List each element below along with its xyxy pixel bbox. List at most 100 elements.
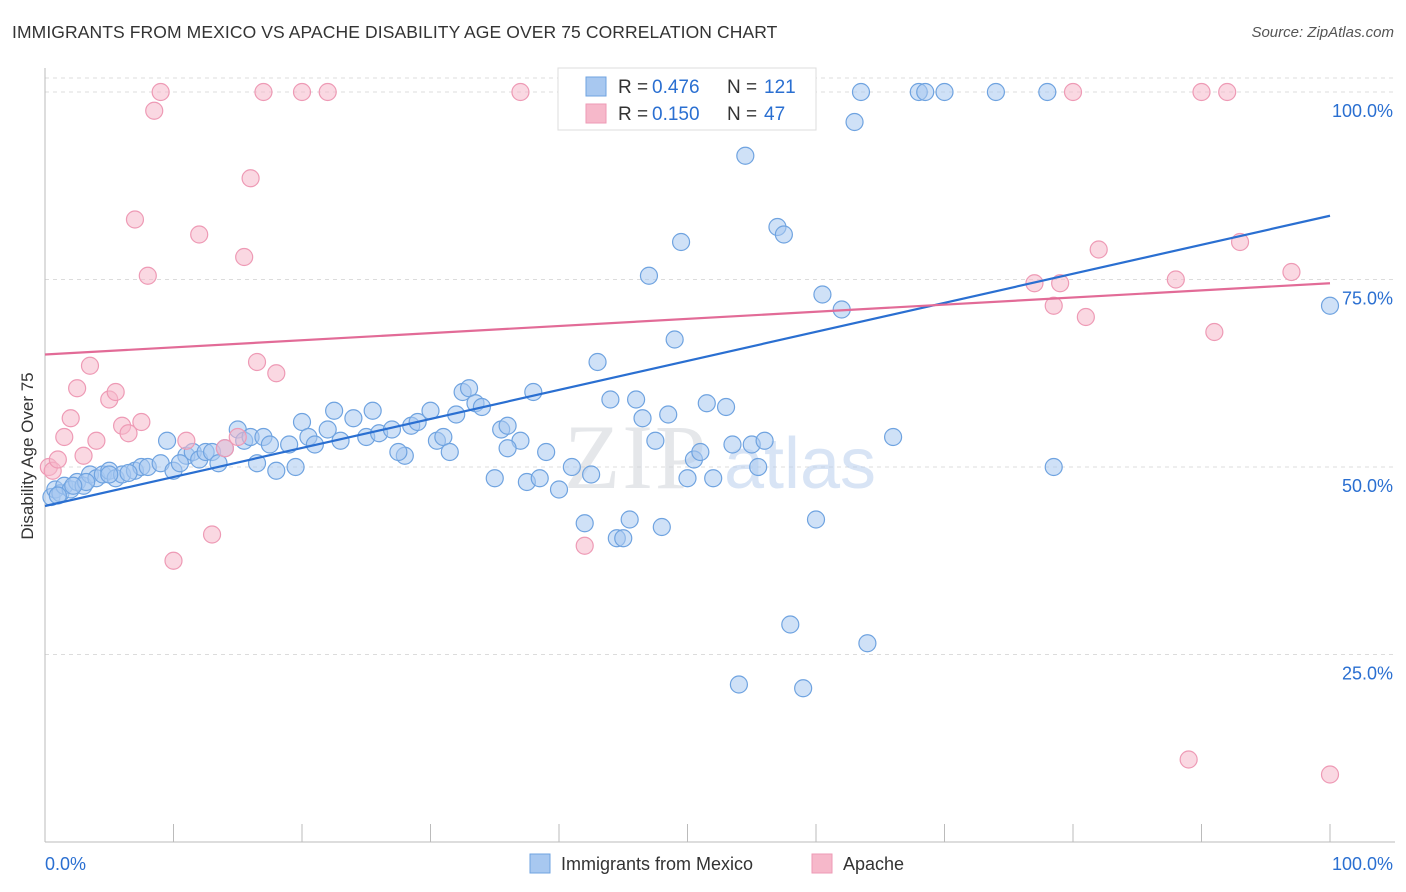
point-immigrants-from-mexico (671, 232, 691, 252)
point-immigrants-from-mexico (678, 469, 697, 488)
point-immigrants-from-mexico (582, 465, 601, 484)
point-immigrants-from-mexico (459, 379, 479, 398)
trend-line-immigrants-from-mexico (44, 214, 1331, 508)
point-immigrants-from-mexico (794, 679, 813, 698)
point-apache (318, 82, 337, 102)
y-tick-label: 50.0% (1342, 476, 1393, 496)
point-immigrants-from-mexico (697, 394, 716, 413)
point-apache (1051, 274, 1070, 293)
point-immigrants-from-mexico (646, 431, 665, 450)
correlation-legend: R = 0.476 N = 121 R = 0.150 N = 47 (557, 67, 817, 131)
point-immigrants-from-mexico (729, 675, 749, 694)
point-apache (61, 409, 80, 428)
point-immigrants-from-mexico (916, 82, 935, 102)
series-legend-label-mexico: Immigrants from Mexico (561, 854, 753, 874)
point-apache (145, 101, 164, 120)
point-immigrants-from-mexico (292, 412, 312, 432)
point-immigrants-from-mexico (318, 420, 337, 439)
point-apache (119, 424, 138, 443)
point-apache (55, 427, 74, 447)
point-apache (177, 431, 196, 450)
point-immigrants-from-mexico (1044, 457, 1063, 477)
point-immigrants-from-mexico (440, 442, 459, 462)
point-apache (1282, 262, 1301, 282)
point-apache (190, 225, 209, 244)
point-apache (292, 82, 312, 102)
point-apache (1205, 322, 1224, 342)
point-apache (215, 439, 234, 458)
legend-n-label-2: N = (727, 104, 757, 125)
point-apache (48, 450, 67, 469)
point-apache (80, 356, 100, 375)
point-immigrants-from-mexico (575, 514, 594, 533)
point-immigrants-from-mexico (986, 82, 1006, 102)
point-apache (267, 364, 286, 383)
axes (44, 68, 1395, 843)
point-immigrants-from-mexico (755, 431, 774, 450)
point-immigrants-from-mexico (498, 439, 517, 458)
watermark: ZIP atlas (564, 406, 876, 508)
series-legend: Immigrants from Mexico Apache (529, 853, 904, 874)
point-apache (247, 352, 267, 372)
point-apache (138, 266, 157, 285)
point-immigrants-from-mexico (845, 112, 864, 132)
point-apache (1218, 82, 1237, 102)
legend-r-label-2: R = (618, 104, 648, 125)
legend-r-value-1: 0.476 (652, 77, 700, 98)
point-immigrants-from-mexico (64, 476, 83, 495)
y-tick-label: 25.0% (1342, 664, 1393, 684)
point-immigrants-from-mexico (537, 442, 556, 462)
point-immigrants-from-mexico (883, 427, 903, 447)
point-apache (106, 382, 125, 402)
point-immigrants-from-mexico (659, 405, 678, 424)
point-immigrants-from-mexico (286, 457, 305, 477)
point-immigrants-from-mexico (498, 416, 517, 435)
point-apache (254, 82, 273, 102)
legend-swatch-apache (585, 103, 607, 124)
point-immigrants-from-mexico (100, 465, 119, 484)
point-immigrants-from-mexico (633, 409, 652, 428)
point-apache (1089, 240, 1108, 259)
point-apache (202, 525, 222, 544)
point-apache (74, 446, 93, 465)
point-immigrants-from-mexico (665, 330, 684, 349)
point-apache (1320, 765, 1340, 784)
point-immigrants-from-mexico (620, 510, 639, 529)
series-legend-swatch-apache (811, 853, 833, 874)
point-immigrants-from-mexico (1320, 296, 1340, 315)
series-legend-swatch-mexico (529, 853, 551, 874)
legend-n-value-1: 121 (764, 77, 796, 98)
point-immigrants-from-mexico (588, 352, 607, 372)
point-apache (1063, 82, 1083, 102)
point-apache (1076, 307, 1095, 327)
point-immigrants-from-mexico (723, 435, 742, 454)
point-immigrants-from-mexico (1038, 82, 1057, 102)
point-immigrants-from-mexico (485, 469, 504, 488)
chart-title: IMMIGRANTS FROM MEXICO VS APACHE DISABIL… (12, 22, 778, 42)
point-immigrants-from-mexico (363, 401, 382, 420)
point-apache (151, 82, 170, 102)
point-immigrants-from-mexico (389, 442, 408, 462)
point-immigrants-from-mexico (716, 397, 736, 417)
point-immigrants-from-mexico (260, 435, 279, 454)
point-immigrants-from-mexico (280, 435, 299, 454)
legend-n-value-2: 47 (764, 104, 785, 125)
legend-n-label-1: N = (727, 77, 757, 98)
trend-line-apache (44, 282, 1331, 356)
legend-r-label-1: R = (618, 77, 648, 98)
source-label: Source: ZipAtlas.com (1251, 24, 1394, 41)
point-apache (125, 210, 145, 229)
trend-lines (44, 214, 1331, 508)
point-immigrants-from-mexico (851, 82, 871, 102)
point-immigrants-from-mexico (935, 82, 954, 102)
point-immigrants-from-mexico (774, 225, 793, 244)
point-apache (1166, 270, 1185, 289)
y-axis-label: Disability Age Over 75 (18, 372, 37, 539)
y-tick-label: 75.0% (1342, 289, 1393, 309)
point-immigrants-from-mexico (736, 146, 755, 165)
point-immigrants-from-mexico (157, 431, 177, 450)
point-immigrants-from-mexico (170, 454, 190, 473)
y-tick-labels: 100.0% 75.0% 50.0% 25.0% (1332, 101, 1393, 684)
point-immigrants-from-mexico (639, 266, 659, 285)
